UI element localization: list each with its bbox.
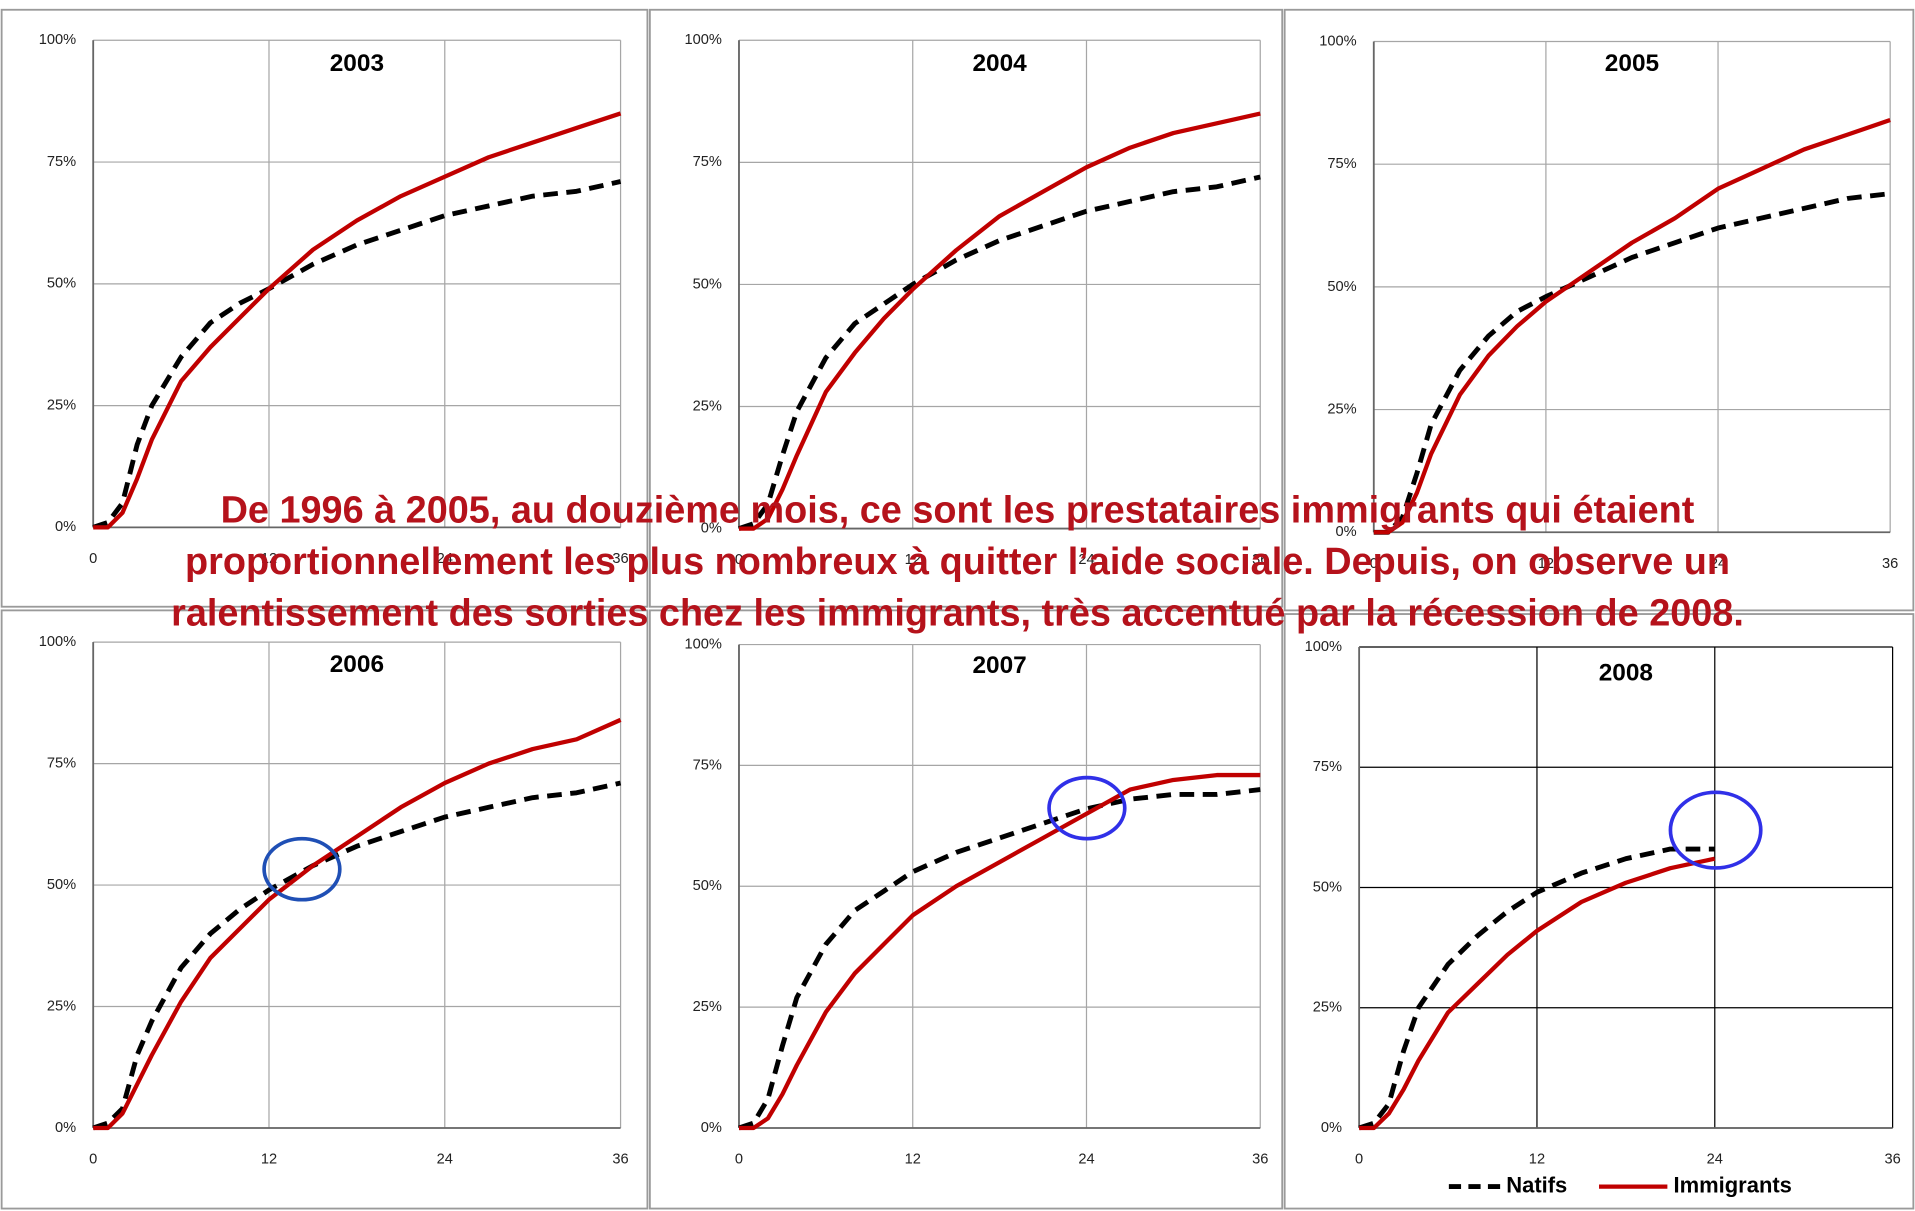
- x-tick-label: 36: [1882, 556, 1898, 572]
- y-tick-label: 75%: [47, 154, 76, 170]
- y-tick-label: 100%: [684, 32, 721, 48]
- x-tick-label: 0: [89, 551, 97, 567]
- x-tick-label: 12: [905, 1152, 921, 1168]
- x-tick-label: 24: [437, 1152, 453, 1168]
- x-tick-label: 36: [612, 551, 628, 567]
- y-tick-label: 0%: [55, 1120, 76, 1136]
- y-tick-label: 25%: [693, 999, 722, 1015]
- x-tick-label: 24: [1707, 1152, 1723, 1168]
- x-tick-label: 24: [1078, 1152, 1094, 1168]
- series-line: [1358, 846, 1715, 1131]
- panel-border: [1283, 8, 1915, 612]
- x-tick-label: 12: [261, 1152, 277, 1168]
- x-tick-label: 12: [905, 552, 921, 568]
- x-tick-label: 24: [1078, 552, 1094, 568]
- y-tick-label: 75%: [1327, 156, 1356, 172]
- chart-title: 2005: [1605, 50, 1659, 77]
- legend-label: Immigrants: [1673, 1172, 1791, 1197]
- y-tick-label: 50%: [1313, 879, 1342, 895]
- y-tick-label: 0%: [55, 519, 76, 535]
- charts: 0% 25% 50% 75% 100% 0 12 24 36 2003 0% 25% 50% 75% 100…: [0, 8, 1915, 1210]
- chart-title: 2003: [330, 50, 384, 77]
- y-tick-label: 50%: [47, 276, 76, 292]
- chart-title: 2008: [1599, 659, 1653, 686]
- x-tick-label: 36: [1252, 552, 1268, 568]
- series-line: [738, 111, 1261, 531]
- series-line: [738, 174, 1261, 531]
- x-tick-label: 36: [1252, 1152, 1268, 1168]
- y-tick-label: 0%: [1321, 1120, 1342, 1136]
- panel-border: [0, 8, 649, 608]
- series-line: [92, 780, 622, 1131]
- x-tick-label: 12: [1529, 1152, 1545, 1168]
- annotation: De 1996 à 2005, au douzième mois, ce son…: [221, 490, 1695, 532]
- y-tick-label: 25%: [1313, 1000, 1342, 1016]
- chart-title: 2006: [330, 651, 384, 678]
- x-tick-label: 24: [1710, 556, 1726, 572]
- panel-border: [648, 8, 1284, 608]
- y-tick-label: 75%: [693, 154, 722, 170]
- annotation: ralentissement des sorties chez les immi…: [171, 592, 1744, 634]
- y-tick-label: 100%: [684, 636, 721, 652]
- y-tick-label: 75%: [693, 757, 722, 773]
- y-tick-label: 75%: [47, 755, 76, 771]
- highlight-circle: [1047, 775, 1127, 841]
- y-tick-label: 100%: [1319, 33, 1356, 49]
- series-line: [1373, 191, 1891, 535]
- x-tick-label: 36: [1884, 1152, 1900, 1168]
- y-tick-label: 0%: [701, 520, 722, 536]
- y-tick-label: 25%: [47, 397, 76, 413]
- series-line: [93, 111, 622, 530]
- series-line: [93, 717, 622, 1131]
- panel-border: [648, 609, 1284, 1210]
- chart-title: 2004: [972, 50, 1027, 77]
- y-tick-label: 100%: [39, 634, 76, 650]
- x-tick-label: 0: [1370, 556, 1378, 572]
- y-tick-label: 25%: [1327, 401, 1356, 417]
- series-line: [1373, 117, 1891, 535]
- series-line: [1359, 856, 1716, 1131]
- y-tick-label: 50%: [1327, 279, 1356, 295]
- y-tick-label: 0%: [701, 1120, 722, 1136]
- x-tick-label: 0: [735, 1152, 743, 1168]
- y-tick-label: 75%: [1313, 759, 1342, 775]
- legend-label: Natifs: [1506, 1172, 1567, 1197]
- x-tick-label: 0: [89, 1152, 97, 1168]
- y-tick-label: 25%: [47, 998, 76, 1014]
- chart-title: 2007: [972, 652, 1026, 679]
- y-tick-label: 50%: [47, 877, 76, 893]
- series-line: [738, 787, 1261, 1131]
- series-line: [738, 772, 1261, 1131]
- highlight-circle: [1668, 790, 1763, 870]
- y-tick-label: 100%: [1305, 639, 1342, 655]
- x-tick-label: 24: [437, 551, 453, 567]
- annotation: proportionnellement les plus nombreux à …: [185, 541, 1730, 583]
- highlight-circle: [262, 836, 342, 902]
- x-tick-label: 0: [735, 552, 743, 568]
- x-tick-label: 0: [1355, 1152, 1363, 1168]
- y-tick-label: 0%: [1336, 524, 1357, 540]
- panel-border: [0, 609, 649, 1210]
- x-tick-label: 12: [261, 551, 277, 567]
- y-tick-label: 100%: [39, 32, 76, 48]
- x-tick-label: 36: [612, 1152, 628, 1168]
- x-tick-label: 12: [1538, 556, 1554, 572]
- panel-border: [1283, 613, 1915, 1210]
- y-tick-label: 50%: [693, 878, 722, 894]
- y-tick-label: 25%: [693, 398, 722, 414]
- y-tick-label: 50%: [693, 276, 722, 292]
